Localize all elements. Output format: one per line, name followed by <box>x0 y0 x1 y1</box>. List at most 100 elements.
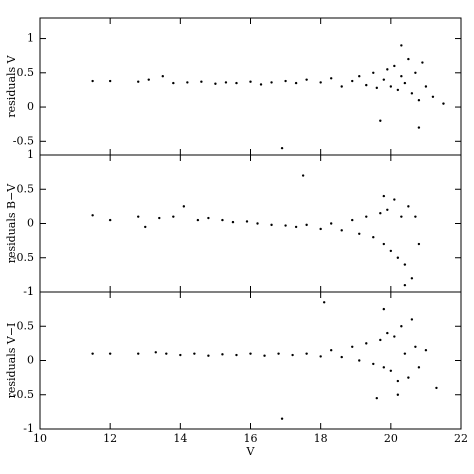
point <box>137 352 140 355</box>
point <box>400 44 403 47</box>
point <box>172 215 175 218</box>
point <box>389 249 393 253</box>
point <box>389 369 393 372</box>
point <box>407 205 410 208</box>
y-tick-label: -1 <box>23 285 34 298</box>
point <box>386 68 389 71</box>
y-tick-label: -0.5 <box>13 251 34 264</box>
point <box>424 349 428 352</box>
point <box>358 359 361 362</box>
point <box>410 92 414 95</box>
point <box>414 345 417 348</box>
point <box>221 353 224 356</box>
y-tick-label: 0.5 <box>17 319 35 332</box>
point <box>382 194 386 198</box>
point <box>270 81 273 84</box>
point <box>393 64 396 68</box>
point <box>161 75 164 78</box>
point <box>235 81 238 85</box>
point <box>421 61 424 64</box>
point <box>329 222 333 225</box>
point <box>379 119 382 122</box>
y-axis-label: residuals V−I <box>5 323 18 399</box>
point <box>200 80 203 83</box>
point <box>305 78 308 81</box>
point <box>414 71 417 75</box>
y-tick-label: -0.5 <box>13 388 34 401</box>
point <box>108 79 112 83</box>
point <box>329 349 333 352</box>
point <box>400 75 403 78</box>
point <box>186 81 189 84</box>
point <box>249 352 252 355</box>
point <box>137 80 140 83</box>
panel-frame <box>39 291 462 430</box>
x-tick-label: 10 <box>33 432 47 445</box>
x-axis-label: V <box>246 445 256 458</box>
point <box>365 342 368 345</box>
point <box>382 242 386 246</box>
point <box>379 212 382 215</box>
point <box>319 227 322 231</box>
point <box>400 215 403 218</box>
point <box>172 81 175 85</box>
point <box>417 99 421 102</box>
point <box>277 352 280 355</box>
point <box>207 354 210 357</box>
point <box>294 225 298 229</box>
point <box>407 57 410 61</box>
point <box>358 75 361 78</box>
point <box>182 205 186 208</box>
point <box>442 102 445 105</box>
point <box>91 352 94 355</box>
point <box>382 307 386 311</box>
point <box>301 174 305 177</box>
point <box>382 366 386 369</box>
point <box>414 215 417 218</box>
point <box>340 229 343 232</box>
point <box>259 83 263 86</box>
point <box>375 86 378 90</box>
point <box>351 345 354 348</box>
point <box>393 335 396 338</box>
point <box>386 208 389 211</box>
y-tick-label: 0.5 <box>17 66 35 79</box>
y-tick-label: -1 <box>23 422 34 435</box>
point <box>410 277 414 280</box>
point <box>403 81 407 85</box>
point <box>256 222 259 225</box>
point <box>375 396 378 400</box>
point <box>108 218 112 222</box>
point <box>235 353 238 357</box>
panel-frame <box>39 17 462 156</box>
y-tick-label: 0.5 <box>17 182 35 195</box>
point <box>340 85 343 88</box>
point <box>389 85 393 88</box>
point <box>91 214 94 217</box>
point <box>322 301 326 304</box>
point <box>270 223 273 227</box>
point <box>245 220 249 223</box>
point <box>214 82 217 85</box>
point <box>351 79 354 83</box>
point <box>396 379 400 383</box>
y-tick-label: 1 <box>27 32 34 45</box>
point <box>294 81 298 85</box>
x-tick-label: 22 <box>454 432 468 445</box>
point <box>207 216 210 220</box>
point <box>280 146 284 150</box>
point <box>291 353 294 357</box>
point <box>365 83 368 87</box>
x-tick-label: 20 <box>384 432 398 445</box>
point <box>91 79 94 83</box>
point <box>144 225 147 229</box>
panel-frame <box>39 154 462 293</box>
point <box>431 95 435 98</box>
point <box>179 353 182 357</box>
x-tick-label: 12 <box>103 432 117 445</box>
point <box>417 242 421 246</box>
x-tick-label: 16 <box>244 432 258 445</box>
point <box>407 376 410 379</box>
